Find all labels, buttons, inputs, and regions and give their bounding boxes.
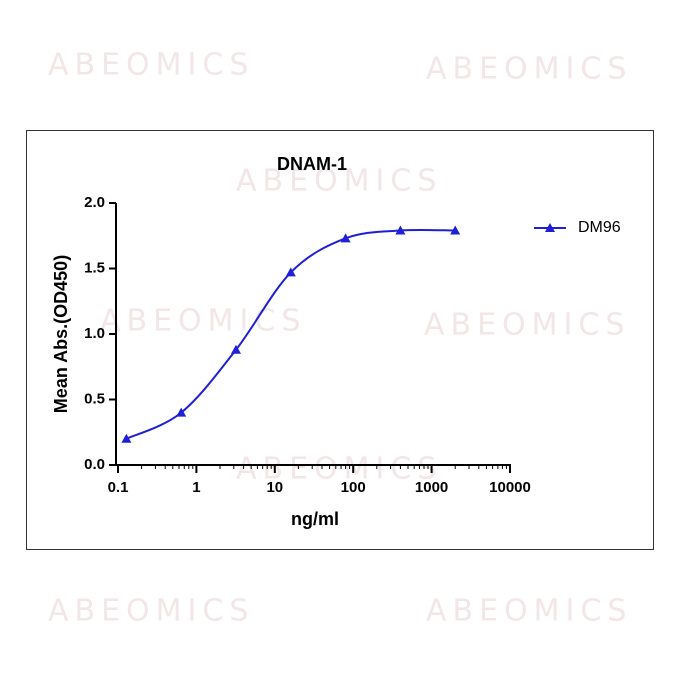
x-tick-label: 1000 [415, 479, 448, 496]
x-tick-label: 10 [266, 479, 283, 496]
watermark: ABEOMICS [424, 308, 630, 343]
watermark: ABEOMICS [426, 594, 632, 629]
x-tick-label: 100 [341, 479, 366, 496]
watermark: ABEOMICS [48, 594, 254, 629]
x-tick-label: 0.1 [108, 479, 129, 496]
y-axis-label: Mean Abs.(OD450) [51, 255, 71, 413]
marker [231, 344, 242, 354]
marker [395, 225, 406, 235]
y-tick-label: 2.0 [84, 194, 105, 211]
y-tick-label: 0.5 [84, 390, 105, 407]
y-tick-label: 1.5 [84, 259, 105, 276]
legend-label: DM96 [578, 219, 621, 236]
x-tick-label: 1 [192, 479, 200, 496]
watermark: ABEOMICS [236, 164, 442, 199]
marker [176, 407, 187, 417]
x-tick-label: 10000 [489, 479, 531, 496]
marker [285, 267, 296, 277]
y-tick-label: 0.0 [84, 456, 105, 473]
x-axis-label: ng/ml [291, 509, 339, 529]
watermark: ABEOMICS [100, 304, 306, 339]
marker [450, 225, 461, 235]
y-tick-label: 1.0 [84, 325, 105, 342]
chart-title: DNAM-1 [277, 154, 347, 174]
watermark: ABEOMICS [426, 52, 632, 87]
watermark: ABEOMICS [48, 48, 254, 83]
marker [121, 433, 132, 443]
frame [26, 130, 654, 550]
marker [340, 233, 351, 243]
legend-marker [545, 223, 555, 232]
